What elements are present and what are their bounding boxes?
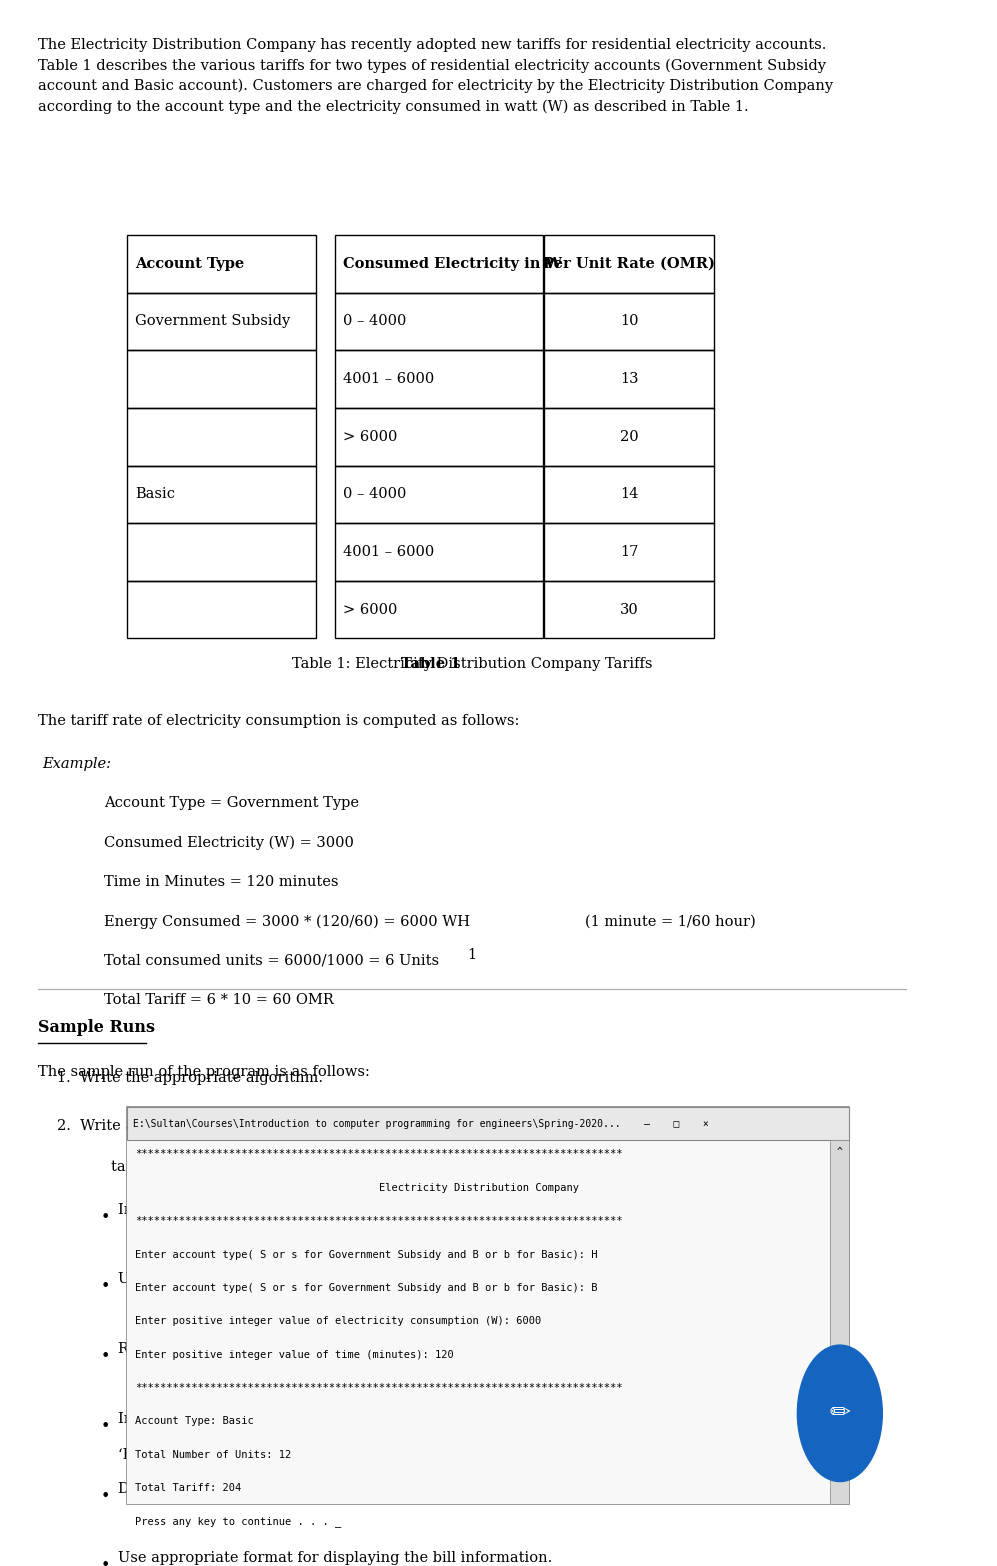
Text: Per Unit Rate (OMR): Per Unit Rate (OMR) xyxy=(543,257,715,271)
Bar xyxy=(128,235,316,293)
Bar xyxy=(544,351,714,407)
Text: Consumed Electricity in W: Consumed Electricity in W xyxy=(343,257,561,271)
Text: Total Number of Units: 12: Total Number of Units: 12 xyxy=(135,1450,291,1460)
Text: ^: ^ xyxy=(836,1148,842,1157)
Text: 13: 13 xyxy=(620,373,639,387)
Text: Account Type = Government Type: Account Type = Government Type xyxy=(104,796,359,810)
Text: Total Tariff: 204: Total Tariff: 204 xyxy=(135,1483,241,1492)
Text: > 6000: > 6000 xyxy=(343,429,397,443)
Text: 4001 – 6000: 4001 – 6000 xyxy=(343,545,434,559)
Text: ******************************************************************************: ****************************************… xyxy=(135,1149,622,1159)
Text: Total consumed units = 6000/1000 = 6 Units: Total consumed units = 6000/1000 = 6 Uni… xyxy=(104,954,439,968)
Text: 0 – 4000: 0 – 4000 xyxy=(343,487,406,501)
Bar xyxy=(831,1140,849,1505)
Text: Display the bill report on the screen as illustrated in the sample run.: Display the bill report on the screen as… xyxy=(118,1481,629,1496)
Bar xyxy=(544,523,714,581)
Text: ‘Basic’. Prompt the user to re-enter the correct value if he/she enters incorrec: ‘Basic’. Prompt the user to re-enter the… xyxy=(118,1449,755,1463)
Text: Table 1: Table 1 xyxy=(401,656,461,670)
Bar xyxy=(544,581,714,639)
Text: 4001 – 6000: 4001 – 6000 xyxy=(343,373,434,387)
Text: •: • xyxy=(101,1348,111,1366)
Text: 20: 20 xyxy=(620,429,639,443)
Text: •: • xyxy=(101,1209,111,1226)
Text: Enter positive integer value of time (minutes): 120: Enter positive integer value of time (mi… xyxy=(135,1350,454,1359)
Text: 14: 14 xyxy=(620,487,639,501)
Text: Total Tariff = 6 * 10 = 60 OMR: Total Tariff = 6 * 10 = 60 OMR xyxy=(104,993,334,1007)
Text: Energy Consumed = 3000 * (120/60) = 6000 WH: Energy Consumed = 3000 * (120/60) = 6000… xyxy=(104,915,470,929)
Bar xyxy=(128,1140,831,1505)
Bar xyxy=(335,235,542,293)
Text: Consumed Electricity (W) = 3000: Consumed Electricity (W) = 3000 xyxy=(104,836,354,850)
Text: 10: 10 xyxy=(620,315,639,329)
Text: ******************************************************************************: ****************************************… xyxy=(135,1383,622,1394)
Bar xyxy=(335,581,542,639)
Bar xyxy=(335,351,542,407)
Text: Account Type: Account Type xyxy=(135,257,244,271)
Text: Sample Runs: Sample Runs xyxy=(38,1019,155,1037)
Bar xyxy=(544,235,714,293)
Text: Enter account type( S or s for Government Subsidy and B or b for Basic): B: Enter account type( S or s for Governmen… xyxy=(135,1283,597,1294)
Bar xyxy=(335,523,542,581)
Text: Read the account type, the time, and the units consumed in W from the keyboard: Read the account type, the time, and the… xyxy=(118,1342,724,1356)
Bar xyxy=(128,1107,849,1505)
Text: Use appropriate format for displaying the bill information.: Use appropriate format for displaying th… xyxy=(118,1552,552,1566)
Text: E:\Sultan\Courses\Introduction to computer programming for engineers\Spring-2020: E:\Sultan\Courses\Introduction to comput… xyxy=(133,1118,709,1129)
Text: 2.  Write a C++ program that calculates the payable amount of the electricity bi: 2. Write a C++ program that calculates t… xyxy=(57,1120,790,1134)
Bar xyxy=(128,1107,849,1140)
Text: The Electricity Distribution Company has recently adopted new tariffs for reside: The Electricity Distribution Company has… xyxy=(38,38,832,114)
Text: 1.  Write the appropriate algorithm.: 1. Write the appropriate algorithm. xyxy=(57,1071,323,1085)
Text: Use meaningful names and appropriate data types for variables and constants.: Use meaningful names and appropriate dat… xyxy=(118,1272,705,1286)
Text: Enter positive integer value of electricity consumption (W): 6000: Enter positive integer value of electric… xyxy=(135,1317,541,1326)
Text: (1 minute = 1/60 hour): (1 minute = 1/60 hour) xyxy=(585,915,756,929)
Circle shape xyxy=(798,1345,882,1481)
Text: Enter account type( S or s for Government Subsidy and B or b for Basic): H: Enter account type( S or s for Governmen… xyxy=(135,1250,597,1259)
Text: > 6000: > 6000 xyxy=(343,603,397,617)
Bar xyxy=(128,351,316,407)
Text: Account Type: Basic: Account Type: Basic xyxy=(135,1416,253,1427)
Text: Government Subsidy: Government Subsidy xyxy=(135,315,290,329)
Text: Table 1: Electricity Distribution Company Tariffs: Table 1: Electricity Distribution Compan… xyxy=(291,656,652,670)
Bar xyxy=(335,465,542,523)
Text: Input letters ‘S’ or ‘s’ for ‘Government Subsidy’ accounts and letters ‘B’ or ‘b: Input letters ‘S’ or ‘s’ for ‘Government… xyxy=(118,1413,722,1425)
Text: Press any key to continue . . . _: Press any key to continue . . . _ xyxy=(135,1516,341,1527)
Text: •: • xyxy=(101,1557,111,1566)
Bar xyxy=(128,523,316,581)
Text: 1: 1 xyxy=(468,947,477,962)
Text: 30: 30 xyxy=(620,603,639,617)
Bar xyxy=(128,293,316,351)
Text: ✏: ✏ xyxy=(830,1402,850,1425)
Text: Basic: Basic xyxy=(135,487,174,501)
Text: ******************************************************************************: ****************************************… xyxy=(135,1217,622,1226)
Bar xyxy=(128,581,316,639)
Bar xyxy=(128,465,316,523)
Bar xyxy=(544,465,714,523)
Bar xyxy=(128,407,316,465)
Text: tariffs outlined in Table 1, and prints a summary report. Your program should: tariffs outlined in Table 1, and prints … xyxy=(112,1160,688,1174)
Bar xyxy=(544,407,714,465)
Text: 0 – 4000: 0 – 4000 xyxy=(343,315,406,329)
Bar xyxy=(335,293,542,351)
Text: 17: 17 xyxy=(620,545,639,559)
Text: Time in Minutes = 120 minutes: Time in Minutes = 120 minutes xyxy=(104,875,338,889)
Text: The tariff rate of electricity consumption is computed as follows:: The tariff rate of electricity consumpti… xyxy=(38,714,519,728)
Text: Electricity Distribution Company: Electricity Distribution Company xyxy=(379,1182,579,1193)
Text: The sample run of the program is as follows:: The sample run of the program is as foll… xyxy=(38,1065,370,1079)
Text: •: • xyxy=(101,1417,111,1434)
Bar xyxy=(335,407,542,465)
Bar xyxy=(544,293,714,351)
Text: •: • xyxy=(101,1488,111,1505)
Text: Example:: Example: xyxy=(43,756,112,770)
Text: Include all comments, e.g., your name, your section, problem statement, etc.: Include all comments, e.g., your name, y… xyxy=(118,1203,690,1217)
Text: •: • xyxy=(101,1278,111,1295)
